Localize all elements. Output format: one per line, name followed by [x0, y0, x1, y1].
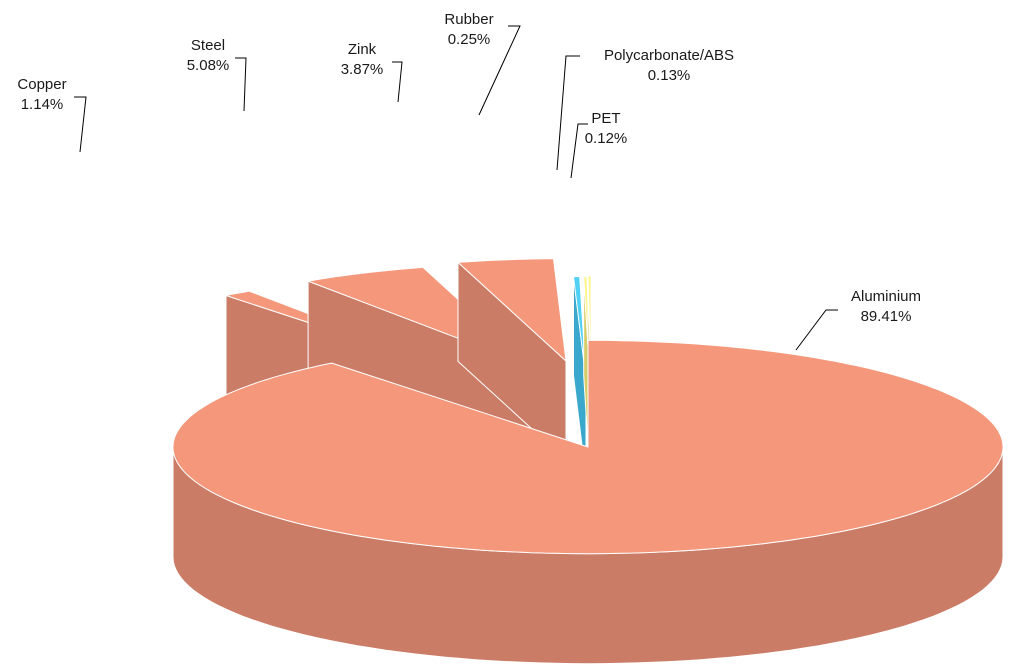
- slice-value-pet: 0.12%: [585, 130, 628, 147]
- slice-value-polycarbonate-abs: 0.13%: [648, 67, 691, 84]
- slice-top-polycarbonate-abs: [583, 276, 591, 380]
- pie-labels: Aluminium 89.41% Copper 1.14% Steel 5.08…: [17, 11, 921, 351]
- slice-top-rubber: [573, 276, 587, 380]
- slice-value-zink: 3.87%: [341, 61, 384, 78]
- slice-label-aluminium: Aluminium: [851, 288, 921, 305]
- slice-label-zink: Zink: [348, 41, 377, 58]
- leader-line-steel: [235, 57, 247, 112]
- slice-top-aluminium: [172, 339, 1004, 555]
- leader-line-polycarbonate-abs: [556, 55, 580, 171]
- leader-line-pet: [570, 123, 588, 179]
- slice-value-rubber: 0.25%: [448, 31, 491, 48]
- slice-label-rubber: Rubber: [444, 11, 493, 28]
- slice-label-pet: PET: [591, 110, 620, 127]
- slice-value-aluminium: 89.41%: [861, 308, 912, 325]
- slice-value-steel: 5.08%: [187, 57, 230, 74]
- slice-label-polycarbonate-abs: Polycarbonate/ABS: [604, 47, 734, 64]
- slice-top-zink: [457, 258, 567, 362]
- leader-line-zink: [392, 61, 403, 103]
- slice-value-copper: 1.14%: [21, 96, 64, 113]
- slice-label-copper: Copper: [17, 76, 66, 93]
- slice-label-steel: Steel: [191, 37, 225, 54]
- pie-slices: [172, 258, 1004, 665]
- leader-line-rubber: [478, 25, 521, 116]
- leader-line-copper: [74, 96, 87, 153]
- leader-line-aluminium: [795, 309, 838, 351]
